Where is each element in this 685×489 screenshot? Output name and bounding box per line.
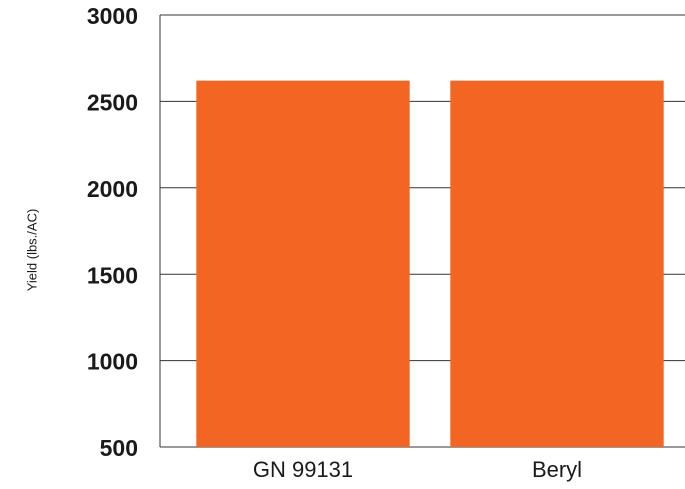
y-tick-label: 1000: [87, 349, 138, 375]
bar: [450, 80, 664, 447]
y-tick-label: 1500: [87, 262, 138, 288]
y-tick-label: 500: [100, 435, 138, 461]
y-tick-label: 2500: [87, 89, 138, 115]
y-axis-label: Yield (lbs./AC): [24, 209, 39, 292]
x-tick-label: GN 99131: [253, 457, 353, 482]
y-tick-label: 3000: [87, 3, 138, 29]
bar: [196, 80, 410, 447]
y-tick-label: 2000: [87, 176, 138, 202]
x-tick-label: Beryl: [532, 457, 582, 482]
